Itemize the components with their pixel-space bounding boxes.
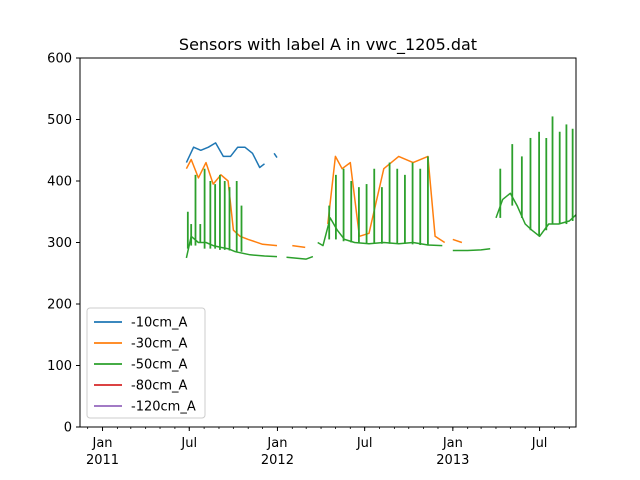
y-axis: 0 100 200 300 400 500 600 [47,52,80,436]
x-tick-label-1: Jul [180,436,197,451]
y-tick-label-0: 0 [64,421,72,436]
x-tick-year-label-4: 2013 [436,453,469,468]
series--10cm_A [185,142,278,169]
legend-label--80cm_A: -80cm_A [131,379,188,394]
x-tick-label-4: Jan [442,436,463,451]
series-line--50cm_A-segment-3 [452,247,491,252]
series-line--30cm_A-segment-2 [327,155,446,244]
y-tick-label-600: 600 [47,52,72,67]
plot-area [79,57,577,428]
x-tick-label-2: Jan [266,436,287,451]
y-tick-label-400: 400 [47,175,72,190]
legend-label--50cm_A: -50cm_A [131,358,188,373]
series-line--50cm_A-segment-1 [286,255,314,260]
chart-title: Sensors with label A in vwc_1205.dat [179,35,477,55]
x-tick-label-3: Jul [356,436,373,451]
series-line--30cm_A-segment-1 [292,244,306,249]
legend-box [86,307,206,419]
series-line--30cm_A-segment-0 [185,158,278,247]
legend-label--120cm_A: -120cm_A [131,400,196,415]
y-tick-label-500: 500 [47,113,72,128]
y-tick-label-200: 200 [47,298,72,313]
series-line--10cm_A-segment-0 [185,142,265,169]
x-tick-year-label-2: 2012 [261,453,294,468]
x-axis: Jan 2011 Jul Jan 2012 Jul Jan 2013 Jul [86,427,570,468]
y-tick-label-300: 300 [47,236,72,251]
x-tick-label-0: Jan [92,436,113,451]
legend-label--10cm_A: -10cm_A [131,316,188,331]
legend-label--30cm_A: -30cm_A [131,337,188,352]
spike-group [186,116,574,252]
x-tick-label-5: Jul [531,436,548,451]
legend: -10cm_A -30cm_A -50cm_A -80cm_A -120cm_A [86,307,206,419]
y-tick-label-100: 100 [47,359,72,374]
series-line--50cm_A-segment-4 [495,192,576,238]
series-line--30cm_A-segment-3 [452,238,463,244]
series--30cm_A [185,155,463,249]
x-tick-year-label-0: 2011 [86,453,119,468]
series-line--10cm_A-segment-1 [273,152,278,159]
